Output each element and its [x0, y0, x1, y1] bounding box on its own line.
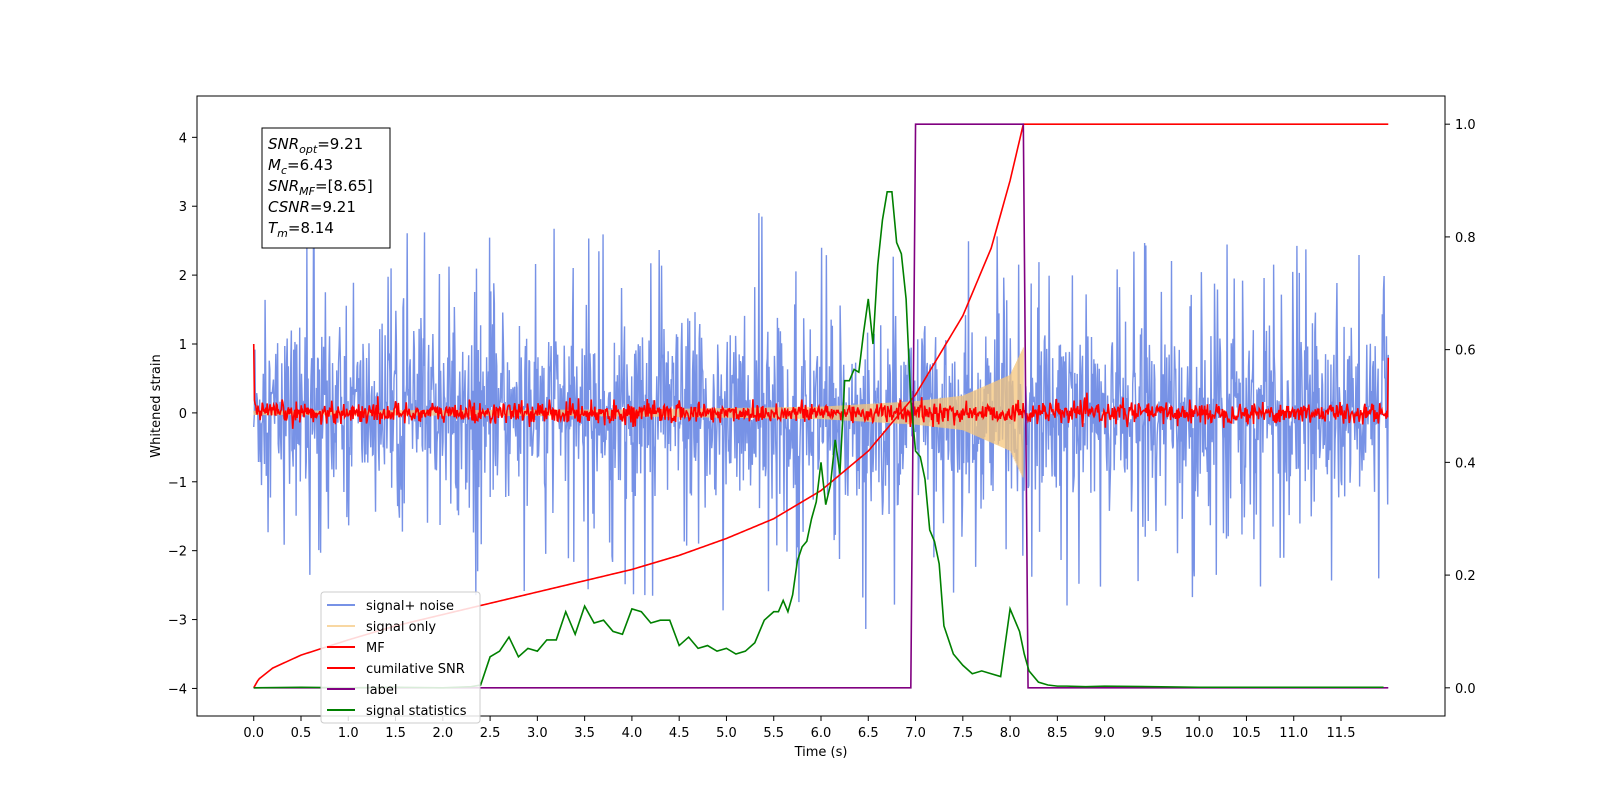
series-mf — [252, 343, 1390, 429]
annotation-line: Tm=8.14 — [268, 219, 334, 240]
x-tick-label: 8.0 — [1000, 726, 1021, 741]
series-signal-noise — [253, 213, 1389, 630]
y-tick-label: 2 — [179, 269, 187, 284]
x-tick-label: 3.5 — [574, 726, 595, 741]
legend-label: cumilative SNR — [366, 662, 465, 677]
y2-tick-label: 0.2 — [1455, 569, 1476, 584]
y-tick-label: 1 — [179, 338, 187, 353]
x-axis: 0.0 0.5 1.0 1.5 2.0 2.5 3.0 3.5 4.0 4.5 5.0 5.5 6.0 6… — [243, 716, 1355, 741]
series-signal-statistics — [253, 191, 1384, 689]
x-tick-label: 4.0 — [622, 726, 643, 741]
x-axis-label: Time (s) — [794, 745, 848, 760]
y-axis-label: Whitened strain — [149, 354, 164, 457]
y-tick-label: 0 — [179, 407, 187, 422]
x-tick-label: 9.5 — [1142, 726, 1163, 741]
y-tick-label: −4 — [168, 682, 187, 697]
x-tick-label: 2.5 — [480, 726, 501, 741]
y2-tick-label: 0.6 — [1455, 344, 1476, 359]
annotation-line: CSNR=9.21 — [268, 198, 356, 216]
x-tick-label: 3.0 — [527, 726, 548, 741]
y2-tick-label: 0.0 — [1455, 682, 1476, 697]
x-tick-label: 1.5 — [385, 726, 406, 741]
y-axis-right: 1.0 0.8 0.6 0.4 0.2 0.0 — [1445, 118, 1476, 697]
x-tick-label: 2.0 — [432, 726, 453, 741]
y-tick-label: −2 — [168, 545, 187, 560]
y-tick-label: −3 — [168, 614, 187, 629]
legend-label: signal+ noise — [366, 599, 454, 614]
legend-label: signal statistics — [366, 704, 467, 719]
x-tick-label: 7.0 — [905, 726, 926, 741]
x-tick-label: 0.5 — [291, 726, 312, 741]
y2-tick-label: 1.0 — [1455, 118, 1476, 133]
legend: signal+ noise signal only MF cumilative SNR… — [320, 591, 481, 724]
x-tick-label: 6.0 — [811, 726, 832, 741]
x-tick-label: 5.5 — [763, 726, 784, 741]
x-tick-label: 9.0 — [1094, 726, 1115, 741]
y-tick-label: 4 — [179, 131, 187, 146]
x-tick-label: 6.5 — [858, 726, 879, 741]
annotation-line: Mc=6.43 — [268, 156, 333, 177]
annotation-line: SNRopt=9.21 — [268, 135, 363, 156]
legend-label: signal only — [366, 620, 436, 635]
x-tick-label: 4.5 — [669, 726, 690, 741]
y-tick-label: −1 — [168, 476, 187, 491]
x-tick-label: 11.5 — [1327, 726, 1356, 741]
x-tick-label: 8.5 — [1047, 726, 1068, 741]
legend-label: MF — [366, 641, 385, 656]
x-tick-label: 5.0 — [716, 726, 737, 741]
y2-tick-label: 0.4 — [1455, 456, 1476, 471]
x-tick-label: 0.0 — [243, 726, 264, 741]
series-label — [253, 123, 1389, 689]
x-tick-label: 10.0 — [1185, 726, 1214, 741]
y-tick-label: 3 — [179, 200, 187, 215]
legend-label: label — [366, 683, 397, 698]
annotation-line: SNRMF=[8.65] — [268, 177, 373, 198]
y2-tick-label: 0.8 — [1455, 231, 1476, 246]
x-tick-label: 10.5 — [1232, 726, 1261, 741]
x-tick-label: 1.0 — [338, 726, 359, 741]
y-axis-left: 4 3 2 1 0 −1 −2 −3 −4 — [168, 131, 197, 697]
x-tick-label: 11.0 — [1279, 726, 1308, 741]
x-tick-label: 7.5 — [952, 726, 973, 741]
